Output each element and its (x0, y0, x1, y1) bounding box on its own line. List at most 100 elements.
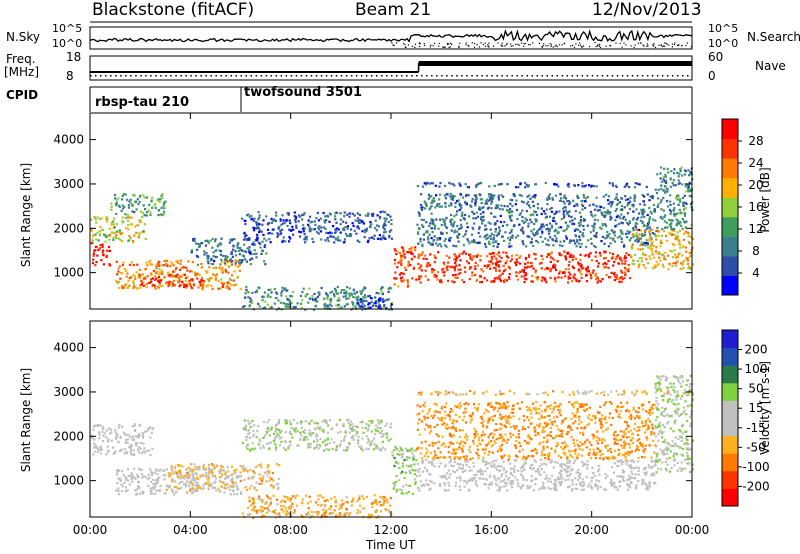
echo-cell (634, 195, 637, 198)
echo-cell (532, 244, 535, 248)
echo-cell (281, 240, 284, 243)
echo-cell (662, 175, 665, 178)
echo-cell (94, 444, 97, 447)
echo-cell (550, 474, 554, 477)
echo-cell (360, 305, 363, 308)
echo-cell (441, 218, 445, 221)
echo-cell (336, 431, 340, 434)
echo-cell (262, 420, 265, 423)
echo-cell (406, 281, 409, 284)
echo-cell (640, 229, 643, 232)
echo-cell (190, 463, 193, 466)
echo-cell (647, 246, 650, 249)
echo-cell (612, 238, 615, 241)
nave-dot (375, 75, 378, 77)
echo-cell (394, 271, 397, 274)
echo-cell (445, 245, 448, 248)
echo-cell (488, 264, 491, 267)
echo-cell (634, 473, 637, 476)
echo-cell (330, 497, 333, 500)
echo-cell (94, 218, 97, 221)
echo-cell (149, 259, 152, 262)
echo-cell (509, 238, 512, 242)
noise-search-dot (493, 45, 495, 47)
echo-cell (386, 436, 389, 439)
echo-cell (104, 240, 107, 243)
echo-cell (484, 228, 487, 231)
echo-cell (101, 430, 104, 433)
echo-cell (155, 489, 158, 492)
echo-cell (350, 500, 354, 503)
echo-cell (289, 300, 292, 304)
echo-cell (138, 200, 141, 204)
echo-cell (195, 468, 198, 471)
echo-cell (560, 481, 563, 484)
echo-cell (400, 259, 403, 262)
echo-cell (288, 220, 291, 223)
echo-cell (580, 264, 583, 268)
echo-cell (620, 196, 623, 200)
echo-cell (305, 513, 308, 516)
echo-cell (406, 284, 410, 287)
echo-cell (476, 215, 480, 218)
echo-cell (293, 495, 297, 498)
echo-cell (659, 245, 662, 248)
echo-cell (374, 499, 377, 502)
echo-cell (92, 252, 95, 255)
echo-cell (116, 469, 119, 472)
echo-cell (445, 254, 448, 257)
echo-cell (484, 224, 487, 227)
echo-cell (478, 225, 481, 229)
echo-cell (474, 267, 477, 270)
noise-search-dot (523, 43, 525, 45)
echo-cell (531, 468, 534, 471)
echo-cell (510, 219, 513, 222)
echo-cell (316, 211, 319, 215)
echo-cell (565, 257, 568, 260)
echo-cell (495, 240, 498, 243)
echo-cell (413, 463, 416, 466)
echo-cell (273, 438, 276, 441)
echo-cell (258, 482, 261, 485)
echo-cell (155, 479, 158, 482)
echo-cell (231, 473, 234, 476)
echo-cell (426, 469, 429, 472)
echo-cell (278, 225, 281, 228)
echo-cell (470, 233, 474, 236)
echo-cell (678, 172, 681, 175)
echo-cell (265, 494, 268, 497)
echo-cell (549, 208, 552, 211)
nave-dot (411, 75, 413, 77)
echo-cell (552, 264, 555, 267)
echo-cell (234, 262, 237, 265)
echo-cell (266, 295, 269, 298)
echo-cell (183, 474, 186, 477)
echo-cell (523, 266, 526, 269)
echo-cell (336, 299, 339, 302)
noise-search-dot (677, 45, 679, 47)
echo-cell (459, 219, 462, 222)
echo-cell (356, 430, 359, 434)
echo-cell (563, 271, 566, 275)
echo-cell (378, 422, 381, 425)
echo-cell (269, 501, 272, 504)
echo-cell (275, 498, 279, 501)
echo-cell (608, 276, 612, 279)
echo-cell (230, 250, 233, 254)
echo-cell (263, 260, 266, 263)
echo-cell (161, 270, 164, 274)
echo-cell (268, 509, 271, 513)
echo-cell (287, 447, 290, 450)
echo-cell (607, 202, 610, 205)
echo-cell (479, 469, 482, 472)
echo-cell (244, 292, 247, 295)
echo-cell (117, 426, 120, 429)
echo-cell (613, 231, 616, 234)
echo-cell (546, 477, 549, 480)
echo-cell (679, 169, 682, 173)
echo-cell (105, 220, 109, 223)
echo-cell (454, 202, 457, 205)
echo-cell (287, 445, 290, 448)
echo-cell (171, 491, 174, 494)
echo-cell (255, 465, 258, 468)
